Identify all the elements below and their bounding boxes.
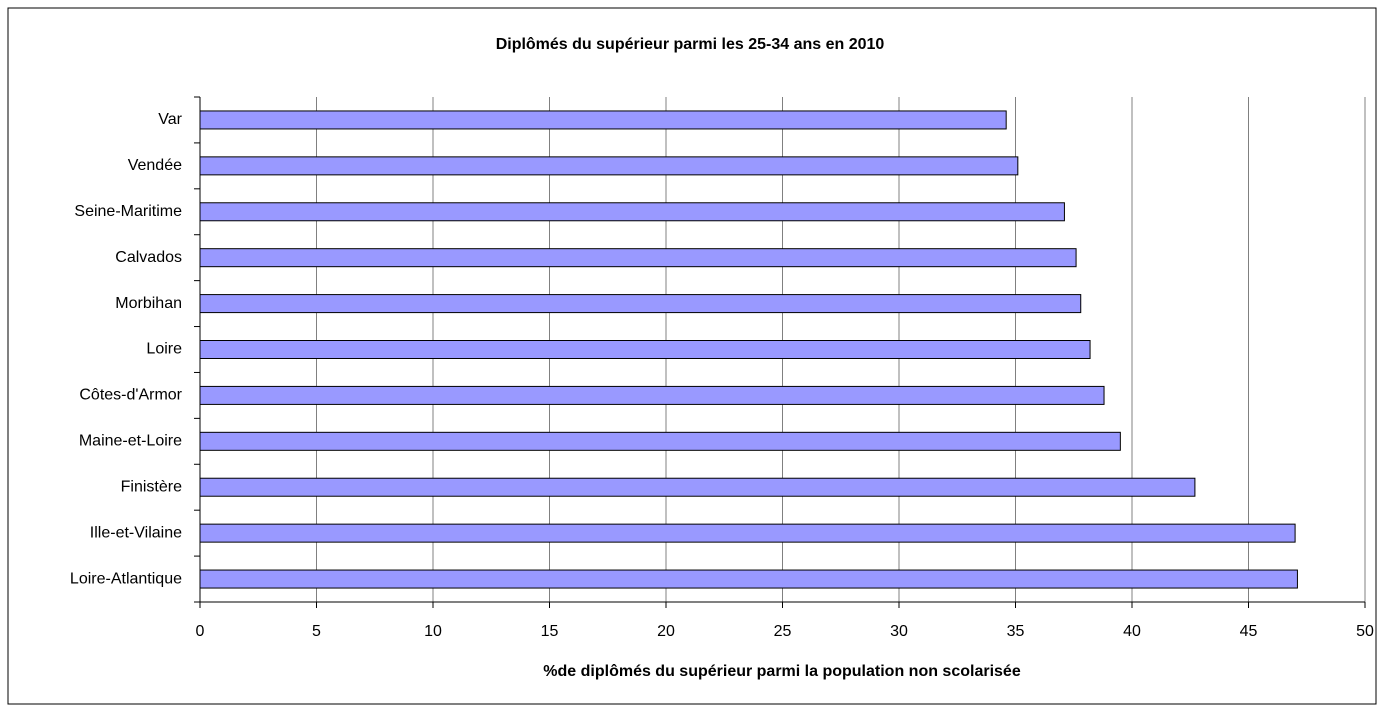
x-tick-label: 25: [774, 623, 792, 640]
bar: [199, 340, 1091, 359]
x-tick-label: 30: [890, 623, 908, 640]
y-tick-label: Morbihan: [115, 295, 182, 312]
bar: [199, 294, 1082, 314]
y-tick-label: Calvados: [115, 249, 182, 266]
bar: [199, 385, 1105, 405]
x-tick-label: 20: [657, 623, 675, 640]
x-tick-label: 10: [424, 623, 442, 640]
bar: [199, 431, 1121, 451]
x-tick-label: 40: [1123, 623, 1141, 640]
bar: [199, 110, 1007, 130]
y-tick-label: Finistère: [121, 478, 182, 495]
x-tick-label: 0: [196, 623, 205, 640]
x-tick-label: 45: [1240, 623, 1258, 640]
chart-title: Diplômés du supérieur parmi les 25-34 an…: [496, 36, 885, 53]
x-tick-label: 5: [312, 623, 321, 640]
y-tick-label: Vendée: [128, 157, 182, 174]
x-tick-label: 50: [1356, 623, 1374, 640]
y-tick-label: Maine-et-Loire: [79, 433, 182, 450]
y-tick-label: Var: [158, 111, 182, 128]
y-tick-label: Côtes-d'Armor: [79, 387, 182, 404]
y-tick-label: Loire: [146, 341, 182, 358]
bar: [199, 202, 1065, 222]
x-axis-label: %de diplômés du supérieur parmi la popul…: [543, 663, 1021, 680]
bar: [199, 569, 1298, 589]
y-tick-label: Ille-et-Vilaine: [90, 524, 182, 541]
bar: [199, 523, 1296, 543]
bar: [199, 248, 1077, 268]
y-tick-label: Seine-Maritime: [74, 203, 182, 220]
bar: [199, 477, 1196, 497]
bar: [199, 156, 1019, 176]
x-tick-label: 15: [541, 623, 559, 640]
x-tick-label: 35: [1007, 623, 1025, 640]
y-tick-label: Loire-Atlantique: [70, 570, 182, 587]
